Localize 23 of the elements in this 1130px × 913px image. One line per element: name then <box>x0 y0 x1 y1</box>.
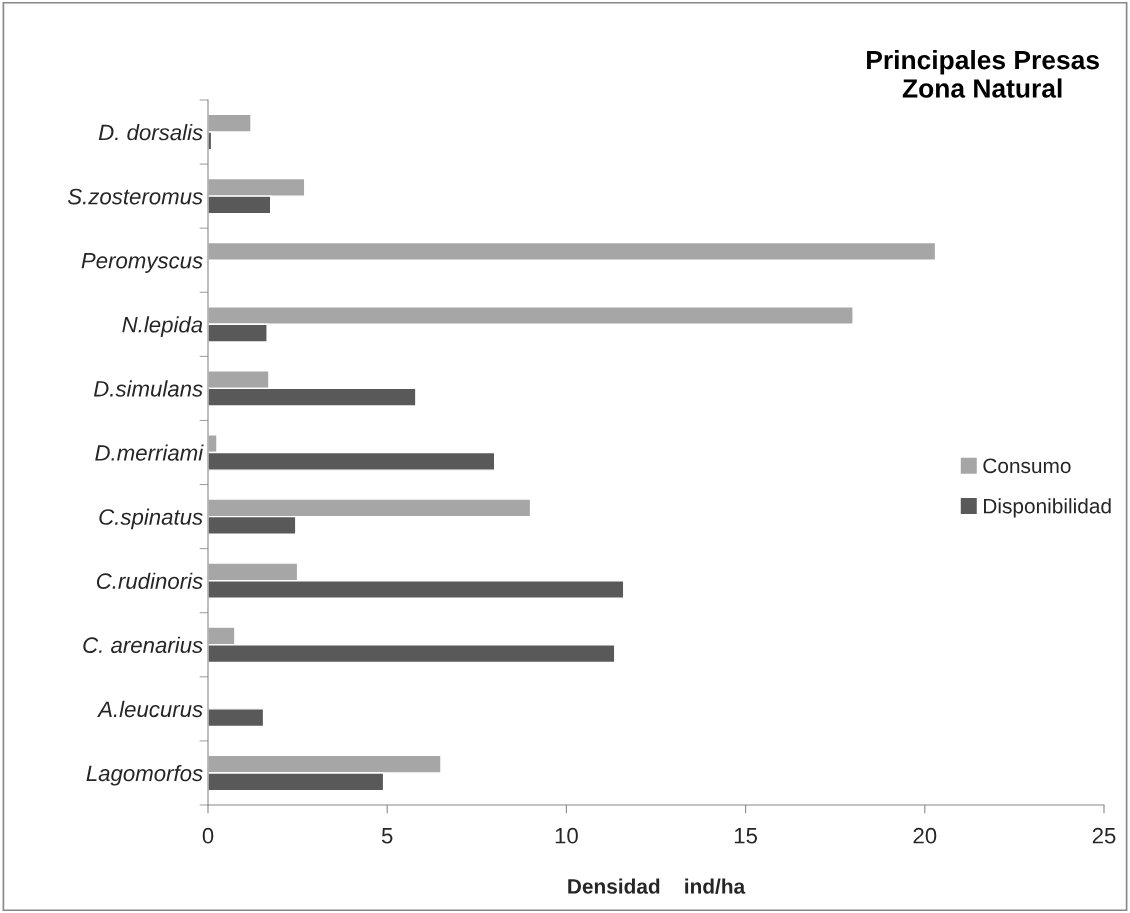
y-tick-label: D.merriami <box>95 444 204 461</box>
x-axis-title: Densidad ind/ha <box>568 878 746 895</box>
legend-label: Consumo <box>983 458 1071 474</box>
x-tick-label: 0 <box>202 827 214 844</box>
y-tick-label: Peromyscus <box>81 252 203 273</box>
y-tick-label: A.leucurus <box>97 700 203 718</box>
x-tick-label: 5 <box>381 828 393 844</box>
y-tick-label: D. dorsalis <box>98 123 203 141</box>
x-tick-label: 15 <box>734 828 758 844</box>
legend-label: Disponibilidad <box>984 498 1111 518</box>
y-tick-label: N.lepida <box>122 316 203 337</box>
y-tick-label: Lagomorfos <box>86 764 203 786</box>
y-tick-label: D.simulans <box>93 380 203 397</box>
y-tick-label: S.zosteromus <box>67 188 203 205</box>
x-tick-label: 10 <box>555 827 578 844</box>
bar <box>208 708 265 728</box>
x-tick-label: 20 <box>913 827 937 844</box>
y-tick-label: C.rudinoris <box>96 572 203 589</box>
x-tick-label: 25 <box>1092 827 1116 844</box>
chart-title: Principales Presas Zona Natural <box>867 50 1099 98</box>
bar <box>208 241 937 261</box>
y-tick-label: C.spinatus <box>99 508 203 530</box>
y-tick-label: C. arenarius <box>83 636 203 654</box>
